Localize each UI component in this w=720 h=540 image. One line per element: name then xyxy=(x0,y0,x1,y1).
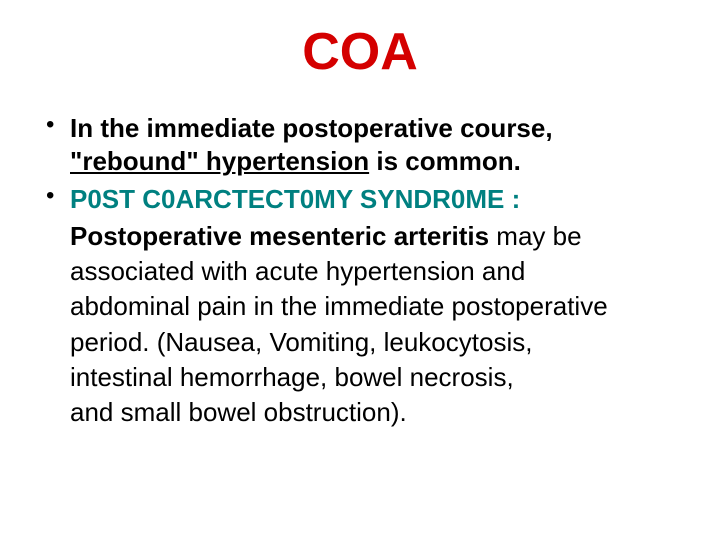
line1-rest: may be xyxy=(489,221,582,251)
body-line-1: Postoperative mesenteric arteritis may b… xyxy=(70,220,680,253)
body-line-5: intestinal hemorrhage, bowel necrosis, xyxy=(70,361,680,394)
bullet-item-2: P0ST C0ARCTECT0MY SYNDR0ME : xyxy=(40,183,680,216)
bullet1-pre: In the immediate postoperative course, xyxy=(70,113,553,143)
body-line-3: abdominal pain in the immediate postoper… xyxy=(70,290,680,323)
mesenteric-arteritis: Postoperative mesenteric arteritis xyxy=(70,221,489,251)
body-line-4: period. (Nausea, Vomiting, leukocytosis, xyxy=(70,326,680,359)
bullet2-heading: P0ST C0ARCTECT0MY SYNDR0ME : xyxy=(70,183,680,216)
bullet1-post: is common. xyxy=(369,146,521,176)
body-line-6: and small bowel obstruction). xyxy=(70,396,680,429)
bullet2-body: Postoperative mesenteric arteritis may b… xyxy=(40,220,680,430)
syndrome-heading: P0ST C0ARCTECT0MY SYNDR0ME : xyxy=(70,184,520,214)
bullet1-text: In the immediate postoperative course, "… xyxy=(70,112,680,179)
bullet-list: In the immediate postoperative course, "… xyxy=(40,112,680,216)
slide-title: COA xyxy=(40,22,680,82)
body-line-2: associated with acute hypertension and xyxy=(70,255,680,288)
bullet1-emphasis: "rebound" hypertension xyxy=(70,146,369,176)
bullet-item-1: In the immediate postoperative course, "… xyxy=(40,112,680,179)
